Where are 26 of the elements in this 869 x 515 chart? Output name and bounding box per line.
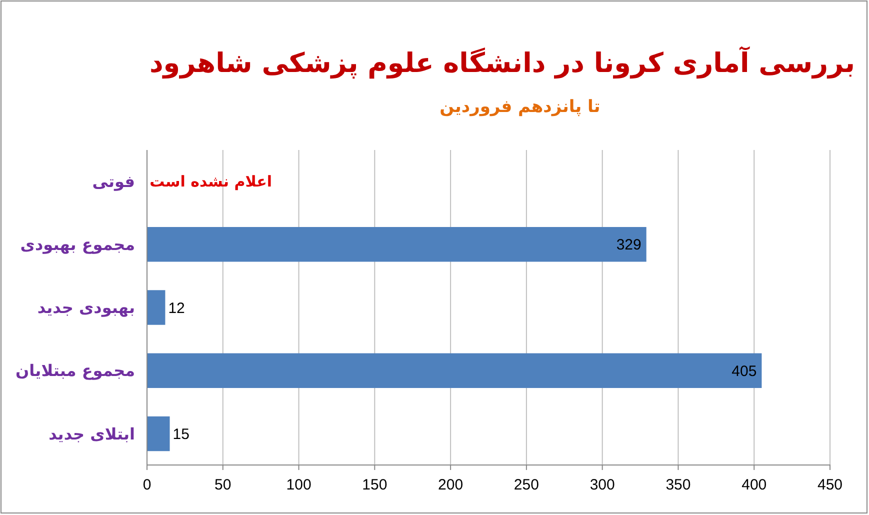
x-tick-label: 350 [666, 476, 691, 494]
data-label: 405 [732, 362, 757, 380]
y-tick-label: ابتلای جدید [48, 424, 135, 444]
x-tick-label: 400 [742, 476, 767, 494]
x-tick-label: 250 [514, 476, 539, 494]
x-tick-label: 100 [286, 476, 312, 494]
data-label: 329 [616, 236, 642, 254]
x-tick-label: 450 [817, 476, 843, 494]
chart-subtitle: تا پانزدهم فروردین [440, 97, 600, 117]
y-tick-label: فوتی [92, 172, 135, 191]
bar [147, 227, 646, 262]
x-tick-label: 150 [362, 476, 388, 494]
x-tick-label: 300 [590, 476, 615, 494]
x-tick-label: 200 [438, 476, 464, 494]
data-label: 15 [172, 426, 190, 444]
bar [147, 290, 166, 325]
x-tick-label: 50 [214, 476, 232, 494]
y-tick-label: مجموع مبتلایان [16, 361, 135, 380]
bar [147, 353, 762, 388]
data-label: 12 [168, 300, 185, 317]
x-tick-label: 0 [142, 476, 152, 494]
y-tick-label: مجموع بهبودی [20, 234, 135, 254]
y-tick-label: بهبودی جدید [37, 298, 135, 318]
bar [147, 416, 170, 452]
chart-title: بررسی آماری کرونا در دانشگاه علوم پزشکی شاهرود [149, 46, 855, 79]
annotation: اعلام نشده است [150, 172, 272, 190]
